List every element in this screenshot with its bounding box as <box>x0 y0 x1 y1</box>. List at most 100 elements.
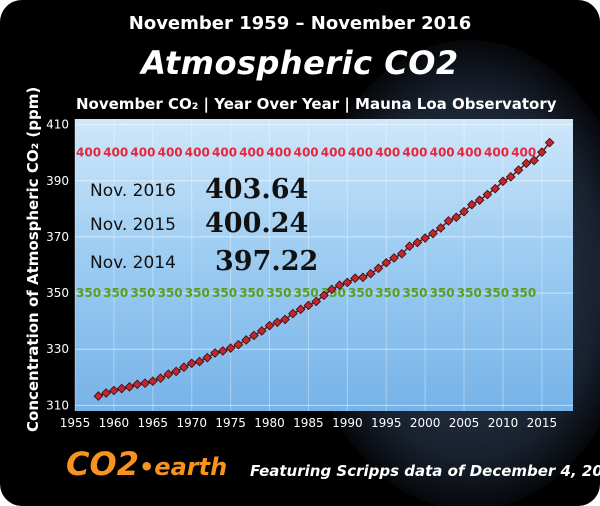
reference-label-350: 350 <box>158 286 183 300</box>
data-point <box>467 199 477 210</box>
data-point <box>256 326 267 336</box>
stat-value: 400.24 <box>205 208 308 239</box>
reference-label-400: 400 <box>511 146 536 160</box>
reference-label-400: 400 <box>321 146 346 160</box>
x-tick-label: 2000 <box>410 416 441 430</box>
reference-label-350: 350 <box>484 286 509 300</box>
co2-earth-logo: CO2•earth <box>66 445 227 483</box>
data-point <box>404 241 415 251</box>
reference-label-400: 400 <box>239 146 264 160</box>
reference-label-400: 400 <box>484 146 509 160</box>
data-point <box>202 352 213 363</box>
reference-label-350: 350 <box>266 286 291 300</box>
x-tick-label: 2005 <box>449 416 480 430</box>
data-point <box>428 228 438 239</box>
y-tick-label: 310 <box>46 398 69 412</box>
chart-subtitle: November CO₂ | Year Over Year | Mauna Lo… <box>76 95 557 113</box>
data-point <box>459 206 469 217</box>
data-point <box>132 379 143 390</box>
data-point <box>186 358 197 369</box>
reference-label-350: 350 <box>76 286 101 300</box>
data-point <box>373 263 384 274</box>
brand-co2-text: CO2 <box>66 445 139 483</box>
data-point <box>326 284 337 295</box>
reference-label-350: 350 <box>130 286 155 300</box>
data-point <box>179 362 189 373</box>
x-tick-label: 2015 <box>527 416 558 430</box>
reference-label-400: 400 <box>402 146 427 160</box>
reference-label-350: 350 <box>402 286 427 300</box>
data-point <box>537 147 547 157</box>
data-point <box>435 223 446 233</box>
data-point <box>358 272 368 283</box>
brand-earth-text: •earth <box>138 453 228 481</box>
data-point <box>210 348 220 358</box>
data-point <box>482 189 493 200</box>
reference-label-400: 400 <box>430 146 455 160</box>
data-point <box>101 388 111 398</box>
data-point <box>544 137 555 148</box>
y-tick-label: 370 <box>46 230 69 244</box>
data-point <box>148 376 158 387</box>
data-point <box>163 369 174 380</box>
reference-label-350: 350 <box>430 286 455 300</box>
stat-value: 403.64 <box>205 174 308 205</box>
reference-label-350: 350 <box>212 286 237 300</box>
reference-label-350: 350 <box>294 286 319 300</box>
stat-label: Nov. 2015 <box>90 215 176 235</box>
x-tick-label: 1990 <box>332 416 363 430</box>
data-point <box>412 237 423 248</box>
x-tick-label: 1980 <box>254 416 285 430</box>
x-tick-label: 1995 <box>371 416 402 430</box>
reference-label-400: 400 <box>375 146 400 160</box>
reference-label-350: 350 <box>348 286 373 300</box>
chart-title: Atmospheric CO2 <box>141 44 459 82</box>
date-range: November 1959 – November 2016 <box>128 13 472 34</box>
reference-label-400: 400 <box>103 146 128 160</box>
data-point <box>303 300 314 311</box>
data-point <box>288 308 298 319</box>
reference-label-350: 350 <box>375 286 400 300</box>
data-point <box>225 343 236 353</box>
y-tick-label: 350 <box>46 286 69 300</box>
reference-label-400: 400 <box>212 146 237 160</box>
data-point <box>490 183 500 194</box>
reference-label-350: 350 <box>103 286 128 300</box>
x-tick-label: 2010 <box>488 416 519 430</box>
reference-label-400: 400 <box>76 146 101 160</box>
x-tick-label: 1960 <box>99 416 130 430</box>
data-point <box>194 356 205 367</box>
data-point <box>155 373 166 383</box>
plot-area <box>75 119 573 411</box>
data-point <box>233 339 244 350</box>
data-point <box>397 248 407 259</box>
reference-label-350: 350 <box>511 286 536 300</box>
data-point <box>389 253 399 263</box>
data-point <box>498 176 508 187</box>
x-tick-label: 1955 <box>60 416 91 430</box>
data-point <box>474 195 485 205</box>
data-point <box>295 304 306 315</box>
data-point <box>505 172 516 182</box>
reference-label-400: 400 <box>185 146 210 160</box>
x-tick-label: 1970 <box>176 416 207 430</box>
y-tick-label: 330 <box>46 342 69 356</box>
data-point <box>264 320 275 331</box>
data-point <box>319 290 329 301</box>
reference-label-400: 400 <box>266 146 291 160</box>
data-point <box>280 314 290 325</box>
x-tick-label: 1965 <box>138 416 169 430</box>
reference-label-400: 400 <box>130 146 155 160</box>
data-point <box>365 268 376 279</box>
data-point <box>381 257 392 268</box>
stat-label: Nov. 2016 <box>90 181 176 201</box>
reference-label-400: 400 <box>294 146 319 160</box>
data-point <box>140 378 150 389</box>
reference-label-400: 400 <box>158 146 183 160</box>
y-tick-label: 410 <box>46 118 69 132</box>
data-point <box>124 382 135 392</box>
reference-label-400: 400 <box>457 146 482 160</box>
data-point <box>342 277 353 288</box>
